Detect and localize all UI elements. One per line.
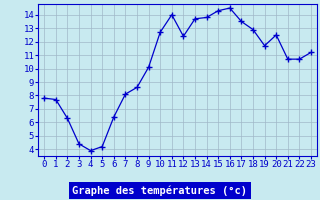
- Text: Graphe des températures (°c): Graphe des températures (°c): [73, 186, 247, 196]
